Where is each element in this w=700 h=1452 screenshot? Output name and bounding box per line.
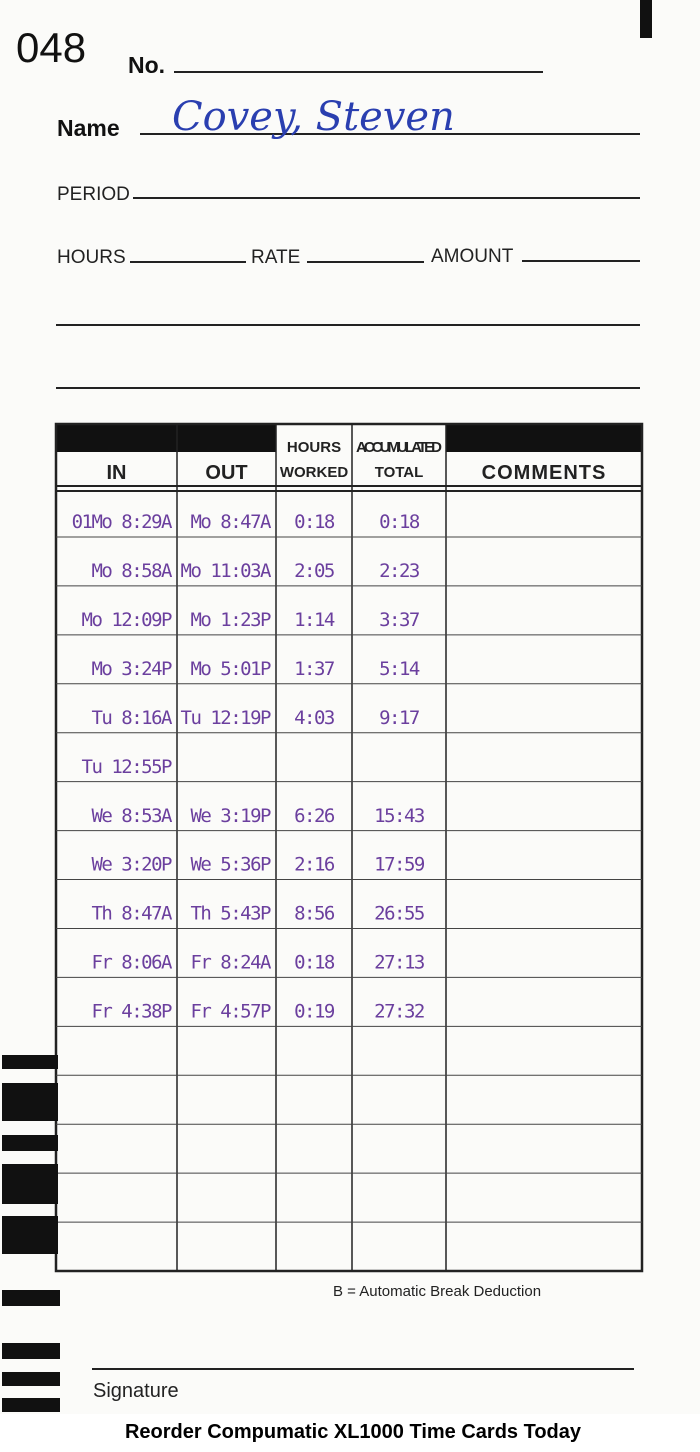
hours-worked: 0:18 [294, 952, 335, 974]
accumulated-total: 0:18 [379, 511, 420, 533]
accumulated-total: 2:23 [379, 560, 420, 582]
in-time: Fr 4:38P [91, 1001, 172, 1023]
signature-label: Signature [93, 1380, 179, 1402]
out-time: Tu 12:19P [181, 707, 272, 729]
accumulated-total: 5:14 [379, 658, 420, 680]
out-time: We 5:36P [190, 854, 271, 876]
in-time: Th 8:47A [91, 903, 173, 925]
column-header: COMMENTS [482, 462, 607, 484]
header-bar [56, 424, 276, 452]
hours-worked: 6:26 [294, 805, 335, 827]
edge-mark [2, 1135, 58, 1151]
column-header: IN [107, 462, 127, 484]
card-number: 048 [16, 24, 86, 71]
footer-strip [0, 1414, 700, 1452]
out-time: Fr 8:24A [190, 952, 272, 974]
amount-label: AMOUNT [431, 246, 514, 267]
edge-mark [2, 1083, 58, 1121]
out-time: Mo 5:01P [190, 658, 271, 680]
edge-mark [2, 1372, 60, 1386]
column-header: HOURS [287, 439, 341, 456]
hours-worked: 1:37 [294, 658, 335, 680]
edge-mark [2, 1055, 58, 1069]
in-time: Mo 8:58A [91, 560, 173, 582]
edge-mark [2, 1290, 60, 1306]
accumulated-total: 9:17 [379, 707, 420, 729]
no-label: No. [128, 52, 165, 78]
in-time: Fr 8:06A [91, 952, 173, 974]
out-time: We 3:19P [190, 805, 271, 827]
break-note: B = Automatic Break Deduction [333, 1283, 541, 1300]
edge-mark [2, 1343, 60, 1359]
in-time: Tu 12:55P [82, 756, 173, 778]
in-time: We 8:53A [91, 805, 173, 827]
hours-worked: 8:56 [294, 903, 335, 925]
column-header: ACCUMULATED [356, 439, 442, 456]
in-time: Mo 3:24P [91, 658, 172, 680]
hours-worked: 2:16 [294, 854, 335, 876]
edge-mark [2, 1164, 58, 1204]
edge-mark [2, 1398, 60, 1412]
hours-worked: 0:18 [294, 511, 335, 533]
column-header: OUT [205, 462, 247, 484]
name-value: Covey, Steven [172, 94, 455, 140]
out-time: Mo 8:47A [190, 511, 272, 533]
accumulated-total: 17:59 [374, 854, 425, 876]
name-label: Name [57, 115, 120, 141]
hours-worked: 4:03 [294, 707, 335, 729]
hours-worked: 0:19 [294, 1001, 335, 1023]
out-time: Mo 1:23P [190, 609, 271, 631]
time-table: IN OUT HOURS WORKED ACCUMULATED TOTAL COMMENTS… [54, 422, 644, 1273]
in-time: Tu 8:16A [91, 707, 173, 729]
accumulated-total: 15:43 [374, 805, 425, 827]
hours-label: HOURS [57, 247, 126, 268]
in-time: We 3:20P [91, 854, 172, 876]
edge-marks [2, 1055, 60, 1412]
edge-mark [640, 0, 652, 38]
column-header: TOTAL [375, 464, 424, 481]
accumulated-total: 27:32 [374, 1001, 424, 1023]
out-time: Fr 4:57P [190, 1001, 271, 1023]
table-frame [54, 422, 644, 1273]
edge-mark [2, 1216, 58, 1254]
rate-label: RATE [251, 247, 300, 268]
in-time: 01Mo 8:29A [72, 511, 173, 533]
header-bar [446, 424, 642, 452]
period-label: PERIOD [57, 184, 130, 205]
out-time: Mo 11:03A [181, 560, 273, 582]
hours-worked: 1:14 [294, 609, 335, 631]
hours-worked: 2:05 [294, 560, 334, 582]
out-time: Th 5:43P [190, 903, 271, 925]
accumulated-total: 26:55 [374, 903, 424, 925]
accumulated-total: 27:13 [374, 952, 425, 974]
footer-text: Reorder Compumatic XL1000 Time Cards Tod… [125, 1421, 582, 1443]
in-time: Mo 12:09P [82, 609, 173, 631]
column-header: WORKED [280, 464, 348, 481]
accumulated-total: 3:37 [379, 609, 420, 631]
